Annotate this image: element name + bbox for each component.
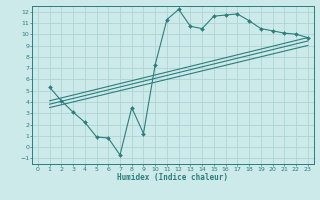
- X-axis label: Humidex (Indice chaleur): Humidex (Indice chaleur): [117, 173, 228, 182]
